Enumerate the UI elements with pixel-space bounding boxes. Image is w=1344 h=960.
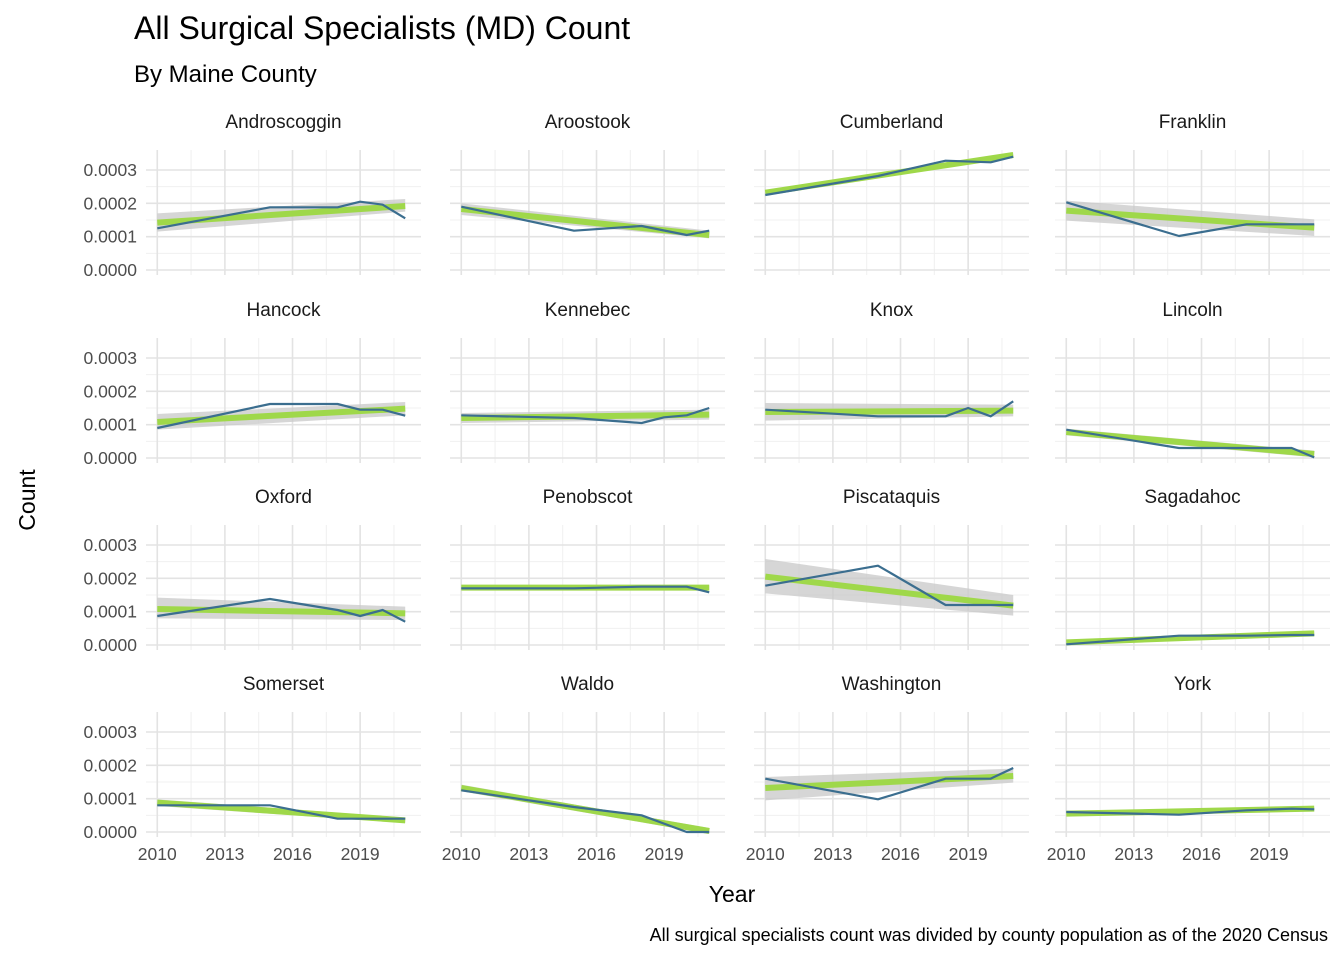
x-tick-label: 2013 [1114, 844, 1153, 864]
series-line [461, 205, 710, 237]
facet-strip-label: Kennebec [545, 300, 631, 321]
facet-strip-label: Hancock [247, 300, 321, 321]
y-tick-label: 0.0003 [83, 160, 137, 180]
facet-panel: Knox [754, 300, 1029, 463]
x-tick-label: 2019 [1250, 844, 1289, 864]
x-tick-label: 2019 [341, 844, 380, 864]
series-line [461, 406, 710, 425]
series-line [157, 402, 406, 430]
facet-panel: Franklin [1055, 112, 1330, 275]
series-line [461, 585, 710, 594]
facet-panel: Sagadahoc [1055, 487, 1330, 650]
trend-line [764, 573, 1014, 609]
x-tick-label: 2010 [1047, 844, 1086, 864]
x-tick-label: 2016 [881, 844, 920, 864]
trend-line [461, 411, 710, 421]
x-tick-label: 2010 [746, 844, 785, 864]
facet-strip-label: Knox [870, 300, 914, 321]
y-tick-label: 0.0001 [83, 602, 137, 622]
x-tick-label: 2013 [509, 844, 548, 864]
facet-strip-label: Franklin [1159, 112, 1227, 133]
facet-strip-label: Piscataquis [843, 487, 940, 508]
y-tick-label: 0.0001 [83, 227, 137, 247]
series-line [157, 200, 406, 230]
y-tick-label: 0.0003 [83, 535, 137, 555]
y-tick-label: 0.0003 [83, 348, 137, 368]
y-tick-label: 0.0002 [83, 755, 137, 775]
confidence-band [765, 559, 1014, 616]
facet-strip-label: York [1174, 674, 1212, 695]
y-tick-label: 0.0002 [83, 381, 137, 401]
facet-panel: Waldo 2010 2013 2016 2019 [442, 674, 725, 864]
facet-strip-label: Lincoln [1162, 300, 1222, 321]
y-tick-label: 0.0002 [83, 193, 137, 213]
facet-panel: Cumberland [754, 112, 1029, 275]
y-axis-title: Count [14, 469, 40, 531]
facet-strip-label: Washington [842, 674, 942, 695]
trend-line [460, 785, 710, 834]
facet-panel: Hancock 0.0000 0.0001 0.0002 0.0003 [83, 300, 421, 468]
facet-panel: Washington 2010 2013 2016 2019 [746, 674, 1029, 864]
facet-panel: Kennebec [450, 300, 725, 463]
series-line [765, 564, 1014, 607]
x-tick-label: 2013 [813, 844, 852, 864]
facet-strip-label: Androscoggin [225, 112, 341, 133]
facet-panel: York 2010 2013 2016 2019 [1047, 674, 1330, 864]
y-tick-label: 0.0000 [83, 260, 137, 280]
series-line [765, 400, 1014, 418]
facet-panel: Oxford 0.0000 0.0001 0.0002 0.0003 [83, 487, 421, 655]
series-line [1066, 633, 1315, 646]
series-line [461, 789, 710, 834]
x-tick-label: 2013 [205, 844, 244, 864]
chart-title: All Surgical Specialists (MD) Count [134, 10, 630, 46]
facet-strip-label: Oxford [255, 487, 312, 508]
series-line [1065, 201, 1315, 238]
series-line [157, 804, 406, 820]
x-tick-label: 2019 [645, 844, 684, 864]
y-tick-label: 0.0000 [83, 635, 137, 655]
series-line [157, 597, 406, 623]
facet-panel: Aroostook [450, 112, 725, 275]
facet-panel: Somerset 0.0000 0.0001 0.0002 0.0003 2010 2013… [83, 674, 421, 864]
x-tick-label: 2010 [442, 844, 481, 864]
facet-panel: Penobscot [450, 487, 725, 650]
y-tick-label: 0.0002 [83, 568, 137, 588]
facet-strip-label: Cumberland [840, 112, 944, 133]
series-line [1066, 428, 1315, 459]
chart-caption: All surgical specialists count was divid… [650, 925, 1328, 945]
y-tick-label: 0.0000 [83, 822, 137, 842]
series-line [765, 767, 1014, 801]
series-line [1066, 807, 1315, 816]
x-axis-title: Year [709, 881, 756, 907]
facet-strip-label: Aroostook [545, 112, 631, 133]
x-tick-label: 2016 [577, 844, 616, 864]
facet-panel: Androscoggin 0.0000 0.0001 0.0002 0.0003 [83, 112, 421, 280]
x-tick-label: 2016 [273, 844, 312, 864]
facet-panels: Androscoggin 0.0000 0.0001 0.0002 0.0003 Aroo… [83, 112, 1330, 864]
x-tick-label: 2010 [138, 844, 177, 864]
series-line [765, 155, 1014, 197]
y-tick-label: 0.0001 [83, 789, 137, 809]
facet-strip-label: Penobscot [543, 487, 634, 508]
y-tick-label: 0.0003 [83, 722, 137, 742]
facet-strip-label: Somerset [243, 674, 325, 695]
x-tick-label: 2016 [1182, 844, 1221, 864]
x-tick-label: 2019 [949, 844, 988, 864]
facet-panel: Piscataquis [754, 487, 1029, 650]
y-tick-label: 0.0001 [83, 415, 137, 435]
facet-panel: Lincoln [1055, 300, 1330, 463]
chart-subtitle: By Maine County [134, 61, 317, 88]
facet-strip-label: Sagadahoc [1144, 487, 1240, 508]
facet-strip-label: Waldo [561, 674, 614, 695]
y-tick-label: 0.0000 [83, 448, 137, 468]
